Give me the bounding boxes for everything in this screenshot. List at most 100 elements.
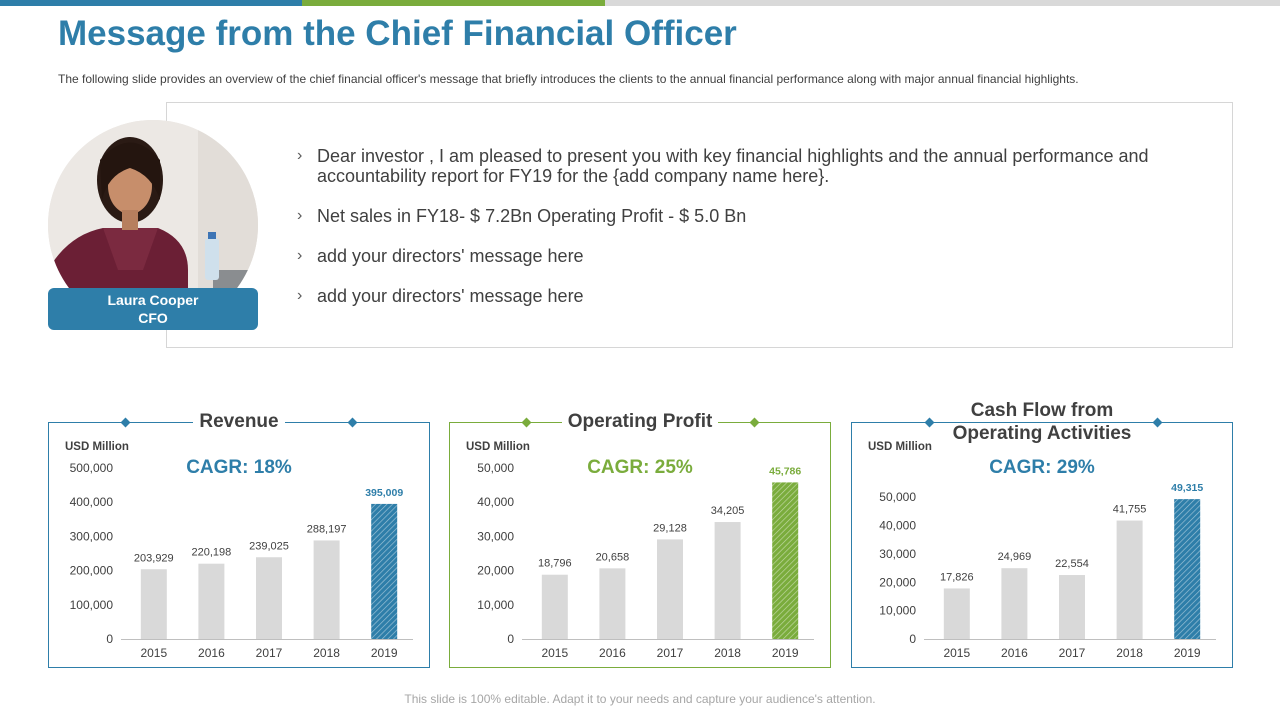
bar-2018	[714, 522, 741, 639]
y-tick-label: 0	[909, 632, 916, 646]
y-tick-label: 300,000	[70, 529, 114, 543]
message-bullet: › add your directors' message here	[297, 246, 1197, 266]
top-bar-gray-segment	[605, 0, 1280, 6]
revenue-bar-chart: 0 100,000 200,000 300,000 400,000 500,000 203,…	[70, 461, 413, 660]
data-label: 49,315	[1171, 482, 1203, 494]
y-tick-label: 50,000	[477, 461, 514, 475]
cagr-label: CAGR: 18%	[186, 457, 292, 478]
bar-2017	[256, 557, 282, 639]
message-bullet-text: Net sales in FY18- $ 7.2Bn Operating Pro…	[317, 206, 747, 226]
x-tick-label: 2017	[657, 646, 684, 660]
bar-2018	[1116, 520, 1143, 639]
x-tick-label: 2018	[1116, 646, 1143, 660]
x-tick-label: 2019	[371, 646, 398, 660]
chart-y-axis-label: USD Million	[466, 441, 530, 453]
y-tick-label: 500,000	[70, 461, 114, 475]
page-title: Message from the Chief Financial Officer	[58, 14, 737, 53]
y-tick-label: 200,000	[70, 564, 114, 578]
chevron-right-icon: ›	[297, 207, 303, 224]
data-label: 18,796	[538, 558, 572, 570]
message-bullet-list: › Dear investor , I am pleased to present…	[297, 146, 1197, 326]
message-bullet: › Dear investor , I am pleased to present…	[297, 146, 1197, 186]
bar-2017	[1059, 575, 1085, 639]
chart-title: Revenue	[49, 411, 429, 433]
y-tick-label: 10,000	[477, 598, 514, 612]
data-label: 34,205	[711, 505, 745, 517]
y-tick-label: 40,000	[879, 519, 916, 533]
data-label: 29,128	[653, 522, 687, 534]
x-tick-label: 2016	[1001, 646, 1028, 660]
bar-2019	[772, 482, 799, 639]
data-label: 17,826	[940, 571, 974, 583]
message-bullet-text: add your directors' message here	[317, 286, 584, 306]
y-tick-label: 10,000	[879, 604, 916, 618]
x-tick-label: 2015	[541, 646, 568, 660]
y-tick-label: 0	[106, 632, 113, 646]
bar-2016	[198, 563, 225, 639]
data-label: 24,969	[998, 551, 1032, 563]
chart-title-text: Operating Profit	[561, 411, 719, 432]
y-tick-label: 20,000	[879, 575, 916, 589]
chart-y-axis-label: USD Million	[868, 441, 932, 453]
message-bullet: › add your directors' message here	[297, 286, 1197, 306]
bar-2015	[541, 574, 568, 639]
cagr-label: CAGR: 29%	[989, 457, 1095, 478]
cash-flow-bar-chart: 0 10,000 20,000 30,000 40,000 50,000 17,826 201…	[879, 482, 1216, 660]
operating-profit-chart-panel: Operating Profit USD Million CAGR: 25% 0…	[449, 411, 831, 668]
bar-2015	[140, 569, 167, 639]
y-tick-label: 30,000	[879, 547, 916, 561]
data-label: 22,554	[1055, 558, 1089, 570]
x-tick-label: 2016	[198, 646, 225, 660]
bar-2019	[1174, 499, 1201, 639]
y-tick-label: 0	[507, 632, 514, 646]
x-tick-label: 2018	[714, 646, 741, 660]
x-tick-label: 2015	[140, 646, 167, 660]
chart-title: Operating Profit	[450, 411, 830, 433]
chart-title: Cash Flow from Operating Activities	[852, 399, 1232, 445]
top-accent-bar	[0, 0, 1280, 6]
data-label: 288,197	[307, 523, 347, 535]
x-tick-label: 2017	[1059, 646, 1086, 660]
bar-2016	[599, 568, 626, 639]
operating-profit-bar-chart: 0 10,000 20,000 30,000 40,000 50,000 18,796 201…	[477, 461, 814, 660]
data-label: 45,786	[769, 465, 801, 477]
data-label: 395,009	[365, 487, 403, 499]
message-bullet-text: add your directors' message here	[317, 246, 584, 266]
x-tick-label: 2017	[256, 646, 283, 660]
y-tick-label: 20,000	[477, 564, 514, 578]
footer-note: This slide is 100% editable. Adapt it to…	[404, 692, 876, 706]
y-tick-label: 30,000	[477, 529, 514, 543]
chart-title-text: Revenue	[193, 411, 285, 432]
page-subtitle: The following slide provides an overview…	[58, 72, 1079, 86]
message-bullet: › Net sales in FY18- $ 7.2Bn Operating Pr…	[297, 206, 1197, 226]
data-label: 220,198	[192, 547, 232, 559]
x-tick-label: 2016	[599, 646, 626, 660]
bar-2017	[657, 539, 683, 639]
revenue-chart-panel: Revenue USD Million CAGR: 18% 0 100,000 20…	[48, 411, 430, 668]
chevron-right-icon: ›	[297, 287, 303, 304]
cfo-name-badge: Laura Cooper CFO	[48, 288, 258, 330]
chart-title-line: Operating Activities	[946, 423, 1138, 444]
data-label: 41,755	[1113, 504, 1147, 516]
chevron-right-icon: ›	[297, 147, 303, 164]
y-tick-label: 100,000	[70, 598, 114, 612]
data-label: 203,929	[134, 552, 174, 564]
y-tick-label: 50,000	[879, 490, 916, 504]
bar-2019	[371, 503, 398, 639]
x-tick-label: 2019	[772, 646, 799, 660]
bar-2016	[1001, 568, 1028, 639]
top-bar-green-segment	[302, 0, 605, 6]
x-tick-label: 2015	[943, 646, 970, 660]
chart-title-line: Cash Flow from	[964, 400, 1120, 421]
cfo-photo	[48, 120, 258, 330]
x-tick-label: 2018	[313, 646, 340, 660]
chart-y-axis-label: USD Million	[65, 441, 129, 453]
chevron-right-icon: ›	[297, 247, 303, 264]
y-tick-label: 40,000	[477, 495, 514, 509]
bar-2018	[313, 540, 340, 639]
cfo-message-box: › Dear investor , I am pleased to present…	[166, 102, 1233, 348]
cfo-name: Laura Cooper	[107, 292, 199, 308]
data-label: 239,025	[249, 540, 289, 552]
cagr-label: CAGR: 25%	[587, 457, 693, 478]
x-tick-label: 2019	[1174, 646, 1201, 660]
